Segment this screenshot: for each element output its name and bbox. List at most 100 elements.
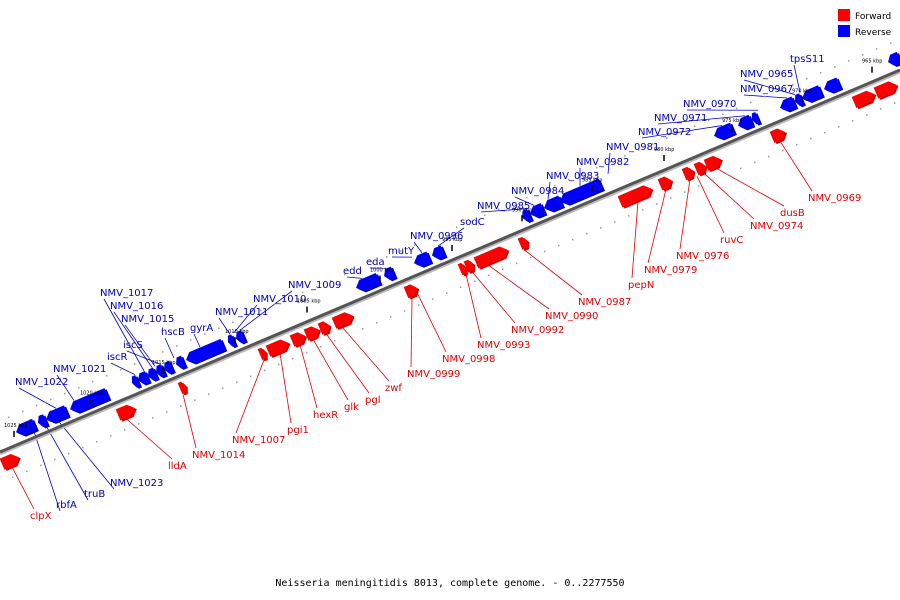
gene-leader-line [417, 294, 447, 353]
gene-leader-line [743, 79, 796, 95]
gene-label-nmv-0971: NMV_0971 [654, 113, 707, 124]
gene-label-tpss11: tpsS11 [790, 54, 825, 65]
forward-gene-arrow [873, 81, 899, 100]
gene-leader-line [657, 115, 746, 125]
gene-label-zwf: zwf [385, 383, 402, 394]
gene-label-rbfa: rbfA [56, 500, 77, 511]
reverse-gene-arrow [560, 178, 606, 206]
reverse-gene-arrow [38, 414, 50, 429]
gene-leader-line [679, 179, 691, 250]
gene-label-nmv-0993: NMV_0993 [477, 340, 530, 351]
gene-label-nmv-0969: NMV_0969 [808, 193, 861, 204]
forward-gene-arrow [303, 326, 322, 342]
gene-label-nmv-0990: NMV_0990 [545, 311, 598, 322]
forward-gene-arrow [177, 381, 188, 396]
gene-leader-line [465, 274, 482, 339]
reverse-gene-arrow [176, 355, 188, 370]
reverse-gene-arrow [780, 96, 799, 113]
gene-leader-line [182, 394, 197, 449]
gene-label-nmv-0999: NMV_0999 [407, 369, 460, 380]
leader-lines [11, 64, 813, 512]
gene-label-gyra: gyrA [190, 323, 213, 334]
gene-label-nmv-1011: NMV_1011 [215, 307, 268, 318]
gene-leader-line [110, 362, 136, 376]
gene-label-llda: lldA [168, 461, 187, 472]
forward-gene-arrow [517, 236, 530, 252]
gene-leader-line [793, 64, 801, 93]
reverse-gene-arrow [888, 51, 900, 67]
reverse-gene-arrow [16, 418, 39, 437]
forward-gene-arrow [463, 259, 476, 274]
reverse-gene-arrow [227, 334, 239, 349]
gene-leader-line [49, 410, 115, 490]
gene-leader-line [39, 414, 89, 501]
gene-leader-line [325, 333, 370, 394]
gene-leader-line [312, 338, 349, 401]
reverse-gene-arrow [544, 195, 566, 213]
tick-label: 965 kbp [862, 59, 882, 65]
gene-label-pgl: pgl [365, 395, 380, 406]
gene-label-nmv-0974: NMV_0974 [750, 221, 803, 232]
gene-label-hexr: hexR [313, 410, 338, 421]
gene-label-nmv-1016: NMV_1016 [110, 301, 163, 312]
tick-label: 1025 kbp [4, 423, 28, 429]
legend-reverse-swatch [838, 25, 850, 37]
gene-labels: tpsS11 NMV_0965 NMV_0967 NMV_0970 NMV_0971 NM… [15, 54, 861, 522]
legend: Forward Reverse [838, 9, 892, 38]
forward-gene-arrow [703, 155, 723, 173]
gene-label-nmv-0987: NMV_0987 [578, 297, 631, 308]
forward-gene-arrow [289, 332, 308, 348]
gene-label-edd: edd [343, 266, 362, 277]
gene-label-sodc: sodC [460, 217, 485, 228]
tick-label: 970 kbp [792, 88, 812, 94]
forward-gene-arrow [769, 128, 788, 145]
gene-label-iscs: iscS [123, 340, 143, 351]
gene-leader-line [18, 387, 57, 409]
tick-label: 1010 kbp [225, 329, 249, 335]
gene-label-nmv-0979: NMV_0979 [644, 265, 697, 276]
reverse-gene-arrow [738, 114, 756, 131]
gene-label-nmv-1014: NMV_1014 [192, 450, 245, 461]
reverse-gene-arrow [148, 367, 160, 382]
gene-leader-line [279, 353, 292, 424]
gene-leader-line [413, 241, 423, 254]
gene-label-nmv-0985: NMV_0985 [477, 201, 530, 212]
gene-label-trub: truB [84, 489, 105, 500]
gene-label-nmv-1022: NMV_1022 [15, 377, 68, 388]
reverse-gene-arrow [432, 245, 448, 261]
gene-label-nmv-1007: NMV_1007 [232, 435, 285, 446]
legend-forward-label: Forward [855, 12, 891, 22]
forward-gene-arrow [457, 262, 468, 277]
gene-label-nmv-1023: NMV_1023 [110, 478, 163, 489]
tick-label: 1020 kbp [80, 391, 104, 397]
gene-leader-line [11, 466, 35, 510]
gene-leader-line [29, 419, 61, 512]
forward-gene-arrow [403, 284, 420, 300]
gene-label-hscb: hscB [161, 327, 185, 338]
gene-label-nmv-1015: NMV_1015 [121, 314, 174, 325]
tick-label: 980 kbp [654, 147, 674, 153]
gene-label-nmv-0972: NMV_0972 [638, 127, 691, 138]
tick-label: 975 kbp [722, 118, 742, 124]
gene-leader-line [56, 374, 75, 401]
gene-label-nmv-0981: NMV_0981 [606, 142, 659, 153]
gene-label-nmv-0982: NMV_0982 [576, 157, 629, 168]
forward-gene-arrow [265, 339, 291, 359]
gene-label-nmv-0970: NMV_0970 [683, 99, 736, 110]
gene-leader-line [233, 304, 258, 333]
reverse-gene-arrow [384, 266, 398, 282]
gene-label-nmv-0984: NMV_0984 [511, 186, 564, 197]
tick-label: 1015 kbp [152, 360, 176, 366]
forward-gene-arrow [331, 312, 355, 331]
gene-label-clpx: clpX [30, 511, 52, 522]
gene-label-pepn: pepN [628, 280, 654, 291]
gene-label-nmv-1009: NMV_1009 [288, 280, 341, 291]
tick-label: 985 kbp [582, 178, 602, 184]
reverse-gene-arrow [522, 208, 534, 223]
tick-label: 1000 kbp [370, 268, 394, 274]
gene-leader-line [523, 249, 583, 296]
gene-label-nmv-1021: NMV_1021 [53, 364, 106, 375]
gene-leader-line [779, 140, 813, 192]
gene-leader-line [514, 196, 535, 206]
